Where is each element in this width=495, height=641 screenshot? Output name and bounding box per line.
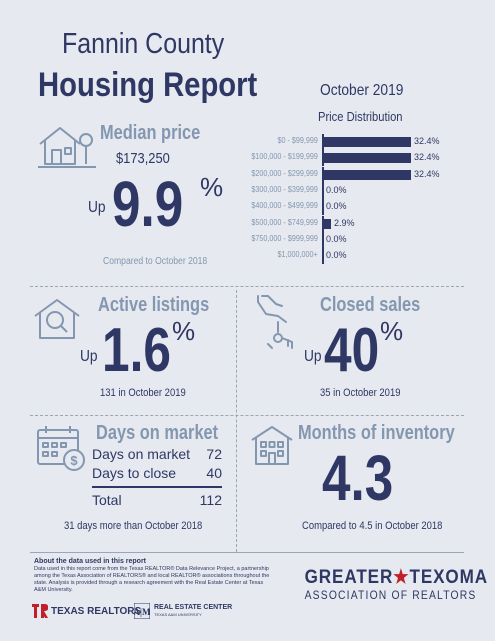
median-direction: Up: [88, 199, 106, 216]
divider: [236, 290, 237, 552]
report-month: October 2019: [320, 82, 404, 99]
price-row-label: $300,000 - $399,999: [251, 184, 318, 194]
median-pct-sign: %: [200, 172, 224, 202]
dom-row-value: 40: [206, 465, 222, 481]
footer-rule: [30, 552, 464, 553]
active-direction: Up: [80, 348, 98, 365]
active-listings-heading: Active listings: [98, 294, 210, 316]
price-bar-value: 32.4%: [414, 152, 440, 163]
price-row-axis: [322, 166, 324, 183]
days-on-market-heading: Days on market: [96, 422, 219, 444]
price-row-axis: [322, 134, 324, 150]
calendar-dollar-icon: $: [37, 426, 85, 471]
active-note: 131 in October 2019: [100, 387, 186, 399]
closed-change: 40: [324, 316, 380, 385]
price-distribution-title: Price Distribution: [318, 109, 403, 124]
about-heading: About the data used in this report: [34, 558, 147, 565]
closed-note: 35 in October 2019: [320, 387, 401, 399]
gt-texoma: TEXOMA: [409, 567, 489, 588]
price-bar-value: 2.9%: [334, 217, 355, 228]
about-text: Data used in this report come from the T…: [34, 566, 270, 593]
price-bar-value: 0.0%: [326, 184, 347, 195]
greater-texoma-logo: GREATER★TEXOMA ASSOCIATION OF REALTORS: [296, 566, 488, 602]
median-price-value: $173,250: [116, 150, 170, 167]
page-title-line1: Fannin County: [62, 28, 225, 60]
months-inventory-note: Compared to 4.5 in October 2018: [302, 520, 443, 532]
months-inventory-value: 4.3: [322, 442, 394, 514]
price-row-label: $500,000 - $749,999: [251, 217, 318, 227]
real-estate-center-logo: A|M REAL ESTATE CENTER TEXAS A&M UNIVERS…: [134, 603, 232, 619]
price-row-axis: [322, 248, 324, 265]
price-bar-value: 32.4%: [414, 168, 440, 179]
texas-realtors-logo: TEXAS REALTORS: [32, 604, 141, 618]
dom-row-label: Days to close: [92, 465, 177, 481]
price-row: $200,000 - $299,999 32.4%: [228, 166, 468, 183]
price-row-label: $1,000,000+: [277, 250, 318, 260]
price-row: $750,000 - $999,999 0.0%: [228, 231, 468, 248]
price-row-axis: [322, 215, 324, 232]
price-row-label: $400,000 - $499,999: [251, 201, 318, 211]
texas-realtors-text: TEXAS REALTORS: [51, 605, 142, 617]
price-bar: [323, 153, 411, 164]
closed-pct-sign: %: [380, 316, 404, 346]
price-bar-value: 0.0%: [326, 233, 347, 244]
price-row-label: $100,000 - $199,999: [251, 152, 318, 162]
median-change: 9.9: [112, 168, 184, 240]
price-bar: [323, 137, 411, 147]
active-change: 1.6: [102, 316, 171, 385]
price-row-label: $0 - $99,999: [277, 136, 318, 145]
price-row-axis: [322, 182, 324, 199]
key-hand-icon: [257, 295, 293, 349]
tamu-mark-icon: A|M: [134, 603, 150, 619]
page-title-line2: Housing Report: [38, 66, 258, 104]
price-row-axis: [322, 231, 324, 248]
building-icon: [251, 426, 293, 465]
price-bar-value: 32.4%: [414, 136, 440, 146]
dom-note: 31 days more than October 2018: [64, 520, 203, 532]
total-rule: [92, 486, 222, 488]
price-row-axis: [322, 199, 324, 216]
dom-row-label: Days on market: [92, 446, 191, 462]
house-icon: [38, 127, 96, 168]
rec-subtext: TEXAS A&M UNIVERSITY: [154, 612, 202, 617]
price-row: $300,000 - $399,999 0.0%: [228, 182, 468, 199]
price-row: $100,000 - $199,999 32.4%: [228, 150, 468, 167]
dom-total-label: Total: [92, 492, 122, 508]
price-row: $500,000 - $749,999 2.9%: [228, 215, 468, 232]
active-pct-sign: %: [172, 316, 196, 346]
price-bar-value: 0.0%: [326, 201, 347, 212]
star-icon: ★: [393, 567, 410, 588]
house-search-icon: [34, 299, 80, 339]
closed-sales-heading: Closed sales: [320, 294, 421, 316]
price-row-label: $200,000 - $299,999: [251, 168, 318, 178]
gt-association: ASSOCIATION OF REALTORS: [304, 590, 477, 602]
median-price-heading: Median price: [100, 122, 201, 144]
gt-greater: GREATER: [304, 567, 394, 588]
price-row-label: $750,000 - $999,999: [251, 233, 318, 243]
dom-row-value: 72: [206, 446, 222, 462]
median-compare: Compared to October 2018: [103, 256, 208, 267]
dom-total-value: 112: [199, 492, 222, 508]
texas-realtors-mark-icon: [32, 604, 48, 618]
price-row: $400,000 - $499,999 0.0%: [228, 199, 468, 216]
price-row-axis: [322, 150, 324, 167]
closed-direction: Up: [304, 348, 322, 365]
svg-text:A|M: A|M: [134, 607, 150, 617]
divider: [30, 415, 464, 416]
price-row: $1,000,000+ 0.0%: [228, 248, 468, 265]
price-bar: [323, 169, 411, 180]
price-row: $0 - $99,999 32.4%: [228, 134, 468, 150]
divider: [30, 286, 464, 287]
svg-text:$: $: [70, 453, 78, 468]
months-inventory-heading: Months of inventory: [298, 422, 455, 444]
price-bar-value: 0.0%: [326, 250, 347, 261]
price-bar: [323, 218, 331, 229]
rec-text: REAL ESTATE CENTER: [154, 604, 233, 611]
